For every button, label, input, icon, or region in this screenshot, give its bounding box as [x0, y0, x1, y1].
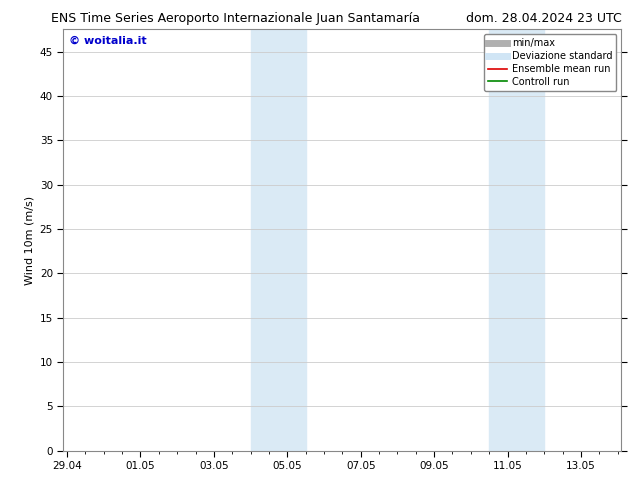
Bar	[250, 29, 306, 451]
Bar	[489, 29, 544, 451]
Text: © woitalia.it: © woitalia.it	[69, 36, 146, 46]
Legend: min/max, Deviazione standard, Ensemble mean run, Controll run: min/max, Deviazione standard, Ensemble m…	[484, 34, 616, 91]
Text: ENS Time Series Aeroporto Internazionale Juan Santamaría: ENS Time Series Aeroporto Internazionale…	[51, 12, 420, 25]
Text: dom. 28.04.2024 23 UTC: dom. 28.04.2024 23 UTC	[465, 12, 621, 25]
Y-axis label: Wind 10m (m/s): Wind 10m (m/s)	[24, 196, 34, 285]
